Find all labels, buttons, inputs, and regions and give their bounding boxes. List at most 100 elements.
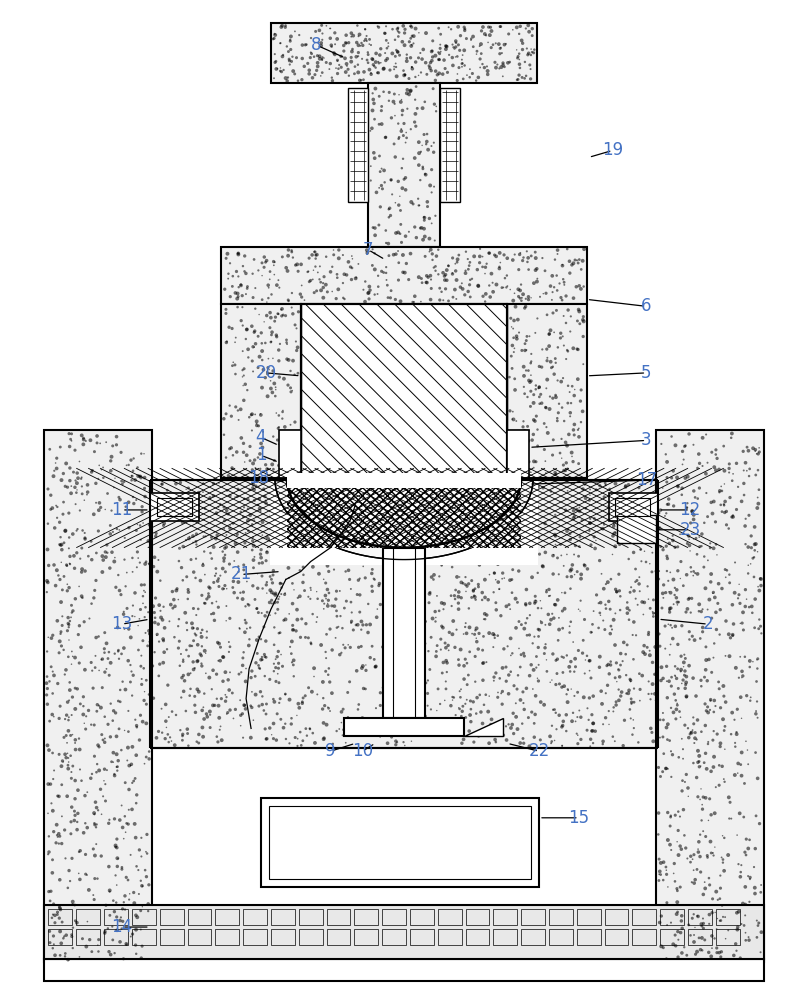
Point [286,492,299,508]
Point [402,660,415,676]
Point [416,645,429,661]
Point [87,506,100,522]
Point [726,473,739,489]
Point [686,722,699,738]
Point [320,591,332,607]
Point [62,723,75,739]
Point [491,57,504,73]
Point [405,19,418,35]
Point [507,313,520,329]
Point [497,68,510,84]
Point [657,712,670,728]
Point [400,82,413,98]
Point [460,547,472,563]
Point [680,688,693,704]
Point [150,528,163,544]
Point [443,499,455,515]
Point [411,542,424,558]
Point [260,529,273,545]
Point [523,627,536,643]
Point [309,251,322,267]
Point [66,689,79,705]
Point [228,553,241,569]
Point [670,590,683,606]
Point [252,418,265,434]
Point [57,754,70,770]
Point [456,575,469,591]
Point [55,836,68,852]
Point [77,436,90,452]
Point [697,789,709,805]
Point [426,81,439,97]
Point [62,863,75,879]
Point [468,248,481,264]
Point [249,336,262,352]
Point [267,31,280,47]
Point [452,538,465,554]
Point [691,491,704,507]
Point [429,72,442,88]
Point [280,446,293,462]
Point [195,648,208,664]
Point [87,590,100,606]
Point [526,21,539,37]
Point [100,537,113,553]
Point [709,462,722,478]
Point [384,207,397,223]
Point [304,591,317,607]
Point [116,901,129,917]
Point [379,645,392,661]
Point [519,615,532,631]
Point [455,574,468,590]
Point [557,413,570,429]
Point [299,688,311,704]
Point [621,488,634,504]
Point [180,508,193,524]
Point [479,611,492,627]
Point [584,731,597,747]
Point [373,148,386,164]
Point [709,839,722,855]
Point [688,565,701,581]
Point [750,808,763,824]
Point [714,478,727,494]
Point [69,442,82,458]
Point [749,706,762,722]
Point [550,268,563,284]
Point [633,569,646,585]
Point [489,665,502,681]
Point [138,446,150,462]
Point [260,731,273,747]
Point [616,653,629,669]
Point [631,597,644,613]
Point [515,277,527,293]
Point [161,482,174,498]
Point [684,564,697,580]
Point [318,269,331,285]
Point [41,681,54,697]
Point [687,568,700,584]
Point [543,401,556,417]
Point [419,675,432,691]
Point [317,715,330,731]
Point [401,499,414,515]
Point [398,568,411,584]
Point [389,737,402,753]
Point [335,645,348,661]
Point [407,196,420,212]
Point [470,46,483,62]
Point [754,944,767,960]
Point [116,861,129,877]
Point [709,536,722,552]
Point [593,553,606,569]
Point [561,546,574,562]
Point [286,622,299,638]
Point [514,18,527,34]
Point [668,686,681,702]
Point [421,554,434,570]
Point [393,537,406,553]
Point [138,609,151,625]
Bar [269,806,532,879]
Point [563,265,576,281]
Point [693,748,705,764]
